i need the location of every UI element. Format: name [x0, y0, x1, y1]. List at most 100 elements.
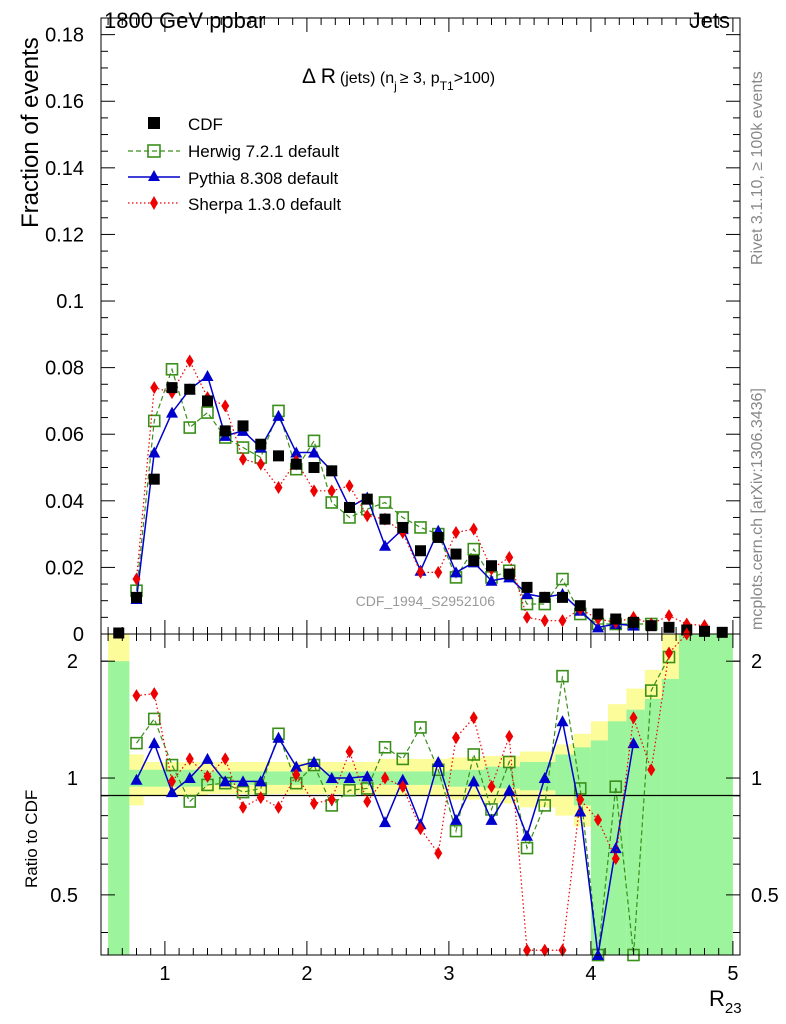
- main-point-sherpa: [452, 525, 460, 539]
- legend-label-sherpa: Sherpa 1.3.0 default: [188, 195, 341, 214]
- ratio-point-herwig: [467, 748, 481, 761]
- data-point-cdf: [574, 600, 586, 612]
- ratio-point-herwig: [502, 755, 516, 769]
- y-tick-label: 0.18: [45, 25, 84, 47]
- x-tick-label: 5: [727, 963, 738, 985]
- ratio-point-sherpa: [363, 795, 372, 809]
- ratio-tick-label-right: 2: [751, 651, 762, 673]
- ratio-point-pythia: [130, 773, 143, 785]
- data-point-cdf: [415, 545, 426, 557]
- data-point-cdf: [645, 620, 657, 632]
- data-point-cdf: [663, 621, 675, 633]
- ratio-point-pythia: [325, 772, 338, 784]
- main-point-herwig: [201, 406, 214, 419]
- main-point-sherpa: [310, 484, 318, 498]
- ratio-point-herwig: [609, 780, 623, 793]
- ratio-point-sherpa: [611, 852, 620, 866]
- ratio-point-sherpa: [221, 752, 230, 766]
- ratio-point-sherpa: [274, 800, 283, 814]
- legend-label-herwig: Herwig 7.2.1 default: [188, 142, 339, 161]
- ratio-point-sherpa: [540, 943, 549, 957]
- ratio-point-pythia: [308, 755, 320, 767]
- ratio-point-sherpa: [665, 646, 673, 660]
- ratio-point-herwig: [520, 841, 534, 855]
- process-label: Jets: [690, 8, 730, 33]
- y-tick-label: 0.12: [45, 224, 84, 246]
- y-tick-label: 0.06: [45, 424, 84, 446]
- main-point-sherpa: [434, 565, 443, 579]
- x-axis-label-sub: 23: [725, 1000, 742, 1017]
- x-axis-label-main: R: [709, 986, 725, 1011]
- title-rest: (jets) (n: [340, 70, 394, 87]
- ratio-point-pythia: [237, 775, 249, 787]
- main-frame: [100, 17, 741, 635]
- data-point-cdf: [539, 591, 551, 603]
- ratio-point-herwig: [147, 712, 161, 726]
- main-point-sherpa: [327, 484, 336, 498]
- title-sub-j: j: [393, 79, 397, 93]
- main-point-pythia: [485, 574, 498, 586]
- ratio-tick-label-right: 0.5: [751, 885, 779, 907]
- x-tick-label: 2: [301, 963, 312, 985]
- band-inner-segment: [377, 771, 449, 785]
- data-point-cdf: [308, 462, 320, 474]
- title-cond: ≥ 3, p: [400, 70, 440, 87]
- main-point-sherpa: [665, 609, 673, 623]
- band-inner-segment: [573, 747, 591, 806]
- y-axis-label-ratio: Ratio to CDF: [22, 790, 41, 888]
- data-point-cdf: [379, 513, 391, 525]
- data-point-cdf: [166, 382, 178, 394]
- ratio-point-pythia: [467, 775, 480, 787]
- data-point-cdf: [273, 450, 284, 462]
- ratio-point-pythia: [183, 772, 196, 784]
- data-point-cdf: [397, 521, 409, 533]
- data-point-cdf: [468, 555, 480, 567]
- ratio-point-sherpa: [505, 729, 514, 743]
- ratio-point-herwig: [183, 795, 197, 808]
- ratio-tick-label-right: 1: [751, 768, 762, 790]
- band-inner-segment: [555, 754, 574, 796]
- y-tick-label: 0.1: [56, 291, 84, 313]
- y-tick-label: 0.02: [45, 557, 84, 579]
- main-line-pythia: [135, 374, 634, 629]
- main-point-herwig: [467, 542, 481, 556]
- title-end: >100): [454, 70, 495, 87]
- main-point-sherpa: [523, 610, 531, 624]
- main-point-herwig: [165, 362, 179, 376]
- legend-marker-pythia: [148, 170, 160, 181]
- band-inner-segment: [626, 709, 645, 955]
- main-point-herwig: [414, 521, 427, 534]
- ratio-uncertainty-bands: [108, 634, 733, 955]
- data-point-cdf: [113, 627, 125, 639]
- main-point-sherpa: [363, 509, 372, 523]
- x-tick-label: 1: [159, 963, 170, 985]
- main-point-sherpa: [239, 452, 247, 466]
- x-axis-label: R23: [709, 986, 742, 1017]
- ratio-point-sherpa: [594, 813, 602, 827]
- x-tick-label: 4: [585, 963, 596, 985]
- main-point-sherpa: [505, 550, 514, 564]
- ratio-point-pythia: [556, 715, 569, 727]
- main-point-sherpa: [132, 572, 141, 586]
- data-point-cdf: [290, 458, 302, 470]
- data-point-cdf: [450, 548, 462, 560]
- data-point-cdf: [716, 626, 728, 638]
- band-inner-segment: [108, 661, 130, 955]
- ratio-point-herwig: [378, 740, 392, 754]
- ratio-point-herwig: [414, 721, 427, 734]
- x-tick-label: 3: [443, 963, 454, 985]
- band-inner-segment: [678, 634, 733, 955]
- ratio-point-sherpa: [398, 780, 407, 794]
- main-point-sherpa: [416, 565, 425, 579]
- ratio-point-pythia: [503, 784, 516, 796]
- data-point-cdf: [628, 616, 639, 628]
- ratio-series: [130, 627, 691, 962]
- main-point-pythia: [521, 588, 533, 600]
- main-point-pythia: [290, 446, 303, 458]
- ratio-point-pythia: [450, 813, 462, 825]
- ratio-tick-label-left: 2: [67, 651, 78, 673]
- ratio-point-sherpa: [576, 793, 585, 807]
- data-point-cdf: [486, 560, 497, 572]
- ratio-point-sherpa: [150, 687, 159, 701]
- axes: 1 2 3 4 5 0 0.02 0.04 0.06 0.08 0.1 0.12 0.14 0.16 0.1…: [45, 17, 779, 985]
